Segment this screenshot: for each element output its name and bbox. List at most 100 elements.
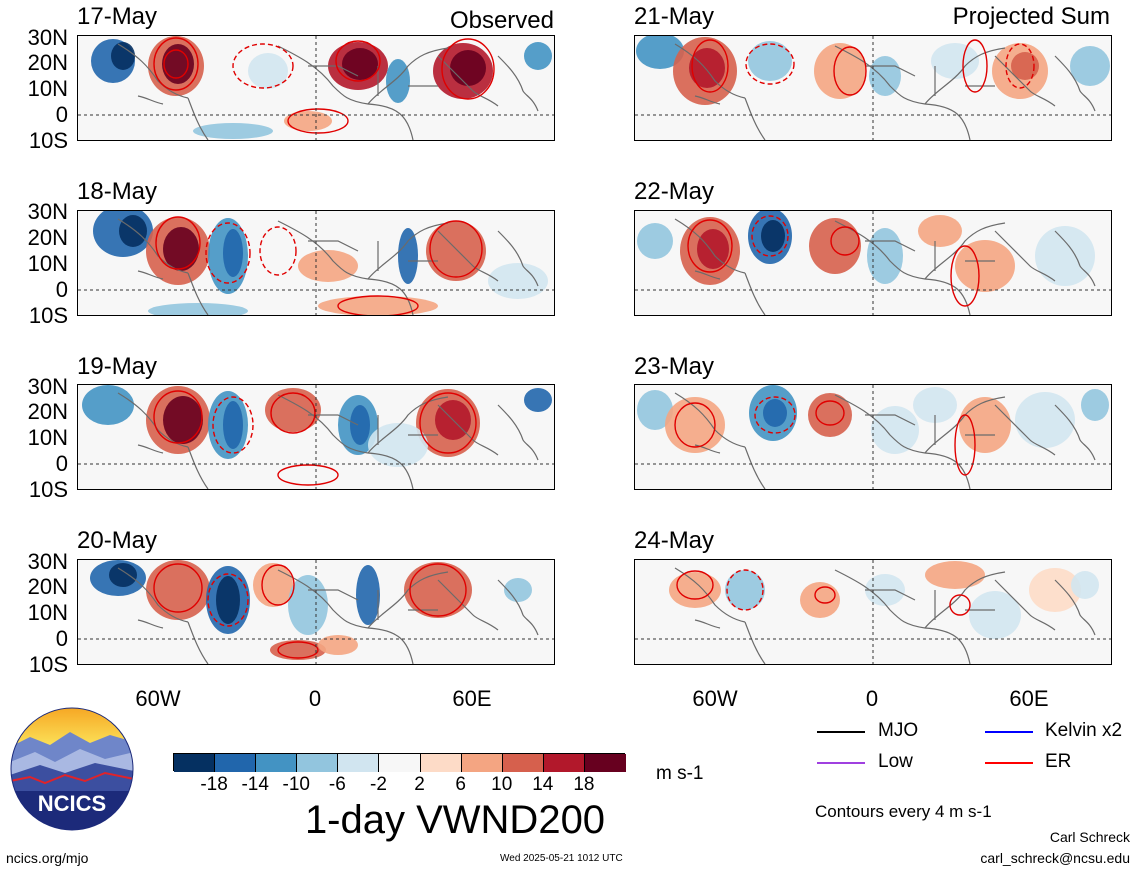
er-contour <box>153 563 203 613</box>
coastline <box>137 95 164 105</box>
legend-label-low: Low <box>878 751 913 772</box>
logo-text: NCICS <box>38 791 106 816</box>
anomaly-shading <box>959 397 1011 453</box>
lat-label: 10S <box>28 652 68 677</box>
colorbar-swatch <box>543 754 585 772</box>
er-contour <box>754 396 796 434</box>
anomaly-shading <box>918 215 962 247</box>
colorbar-tick-label: 10 <box>491 774 513 795</box>
lat-label: 20N <box>27 574 68 599</box>
anomaly-shading <box>119 215 147 247</box>
coastline <box>694 270 721 280</box>
anomaly-shading <box>223 229 243 277</box>
anomaly-shading <box>725 570 765 610</box>
colorbar-tick-label: 14 <box>532 774 554 795</box>
er-contour <box>155 216 201 270</box>
anomaly-shading <box>689 48 725 88</box>
er-contour <box>232 43 294 89</box>
anomaly-shading <box>669 572 721 608</box>
anomaly-shading <box>1015 392 1075 448</box>
coastline <box>924 222 1006 280</box>
coastline <box>437 55 499 107</box>
anomaly-shading <box>318 635 358 655</box>
er-contour <box>277 641 319 659</box>
lat-label: 10S <box>28 477 68 502</box>
lat-label: 10N <box>27 76 68 101</box>
panel-date-right-1: 21-May <box>634 3 715 30</box>
er-contour <box>962 39 988 93</box>
lat-label: 0 <box>55 102 68 127</box>
map-panel-right-4 <box>634 559 1112 665</box>
coastline <box>744 446 766 489</box>
footer-url[interactable]: ncics.org/mjo <box>6 850 89 866</box>
lon-label-left-60e: 60E <box>452 686 492 711</box>
er-contour <box>751 215 789 257</box>
coastline <box>834 569 971 664</box>
map-canvas <box>78 560 554 664</box>
coastline <box>308 240 359 252</box>
legend-label-er: ER <box>1045 751 1072 772</box>
coastline <box>865 589 916 601</box>
coastline <box>187 621 209 664</box>
lat-label: 30N <box>27 25 68 50</box>
coastline <box>1054 579 1096 636</box>
anomaly-shading <box>524 42 552 70</box>
colorbar-swatch <box>420 754 462 772</box>
coastline <box>865 414 916 426</box>
anomaly-shading <box>761 220 785 252</box>
er-contour <box>1005 43 1035 89</box>
panel-date-left-3: 19-May <box>77 353 158 380</box>
anomaly-shading <box>1071 571 1099 599</box>
anomaly-shading <box>925 561 985 589</box>
er-contour <box>674 402 716 448</box>
coastline <box>744 272 766 315</box>
coastline <box>277 220 414 315</box>
anomaly-shading <box>636 36 684 69</box>
coastline <box>137 270 164 280</box>
coastline <box>277 569 414 664</box>
map-panel-left-1 <box>77 35 555 141</box>
coastline <box>137 619 164 629</box>
lon-label-right-60e: 60E <box>1009 686 1049 711</box>
er-contour <box>153 37 199 91</box>
coastline <box>308 414 359 426</box>
colorbar-tick-label: -18 <box>200 774 228 795</box>
coastline <box>834 45 971 140</box>
legend-label-kelvin: Kelvin x2 <box>1045 720 1123 741</box>
anomaly-shading <box>808 393 852 437</box>
footer-author: Carl Schreck <box>1049 829 1130 845</box>
colorbar-swatch <box>256 754 298 772</box>
colorbar <box>173 753 626 772</box>
coastline <box>117 43 189 99</box>
er-contour <box>429 220 483 278</box>
footer-email[interactable]: carl_schreck@ncsu.edu <box>980 850 1130 866</box>
er-contour <box>833 46 867 96</box>
map-canvas <box>635 385 1111 489</box>
er-contour <box>815 400 845 426</box>
colorbar-swatch <box>297 754 339 772</box>
lon-label-left-0: 0 <box>308 686 322 711</box>
coastline <box>497 230 539 287</box>
er-contour <box>745 43 795 85</box>
er-contour <box>814 586 836 604</box>
anomaly-shading <box>763 399 787 427</box>
er-contour <box>207 573 249 627</box>
colorbar-swatch <box>174 754 216 772</box>
observed-label: Observed <box>449 7 554 34</box>
anomaly-shading <box>955 240 1015 292</box>
anomaly-shading <box>1029 568 1081 612</box>
figure-title: 1-day VWND200 <box>304 798 606 842</box>
anomaly-shading <box>298 250 358 282</box>
colorbar-tick-label: 18 <box>573 774 595 795</box>
er-contour <box>409 563 467 617</box>
anomaly-shading <box>146 560 210 620</box>
coastline <box>674 567 746 623</box>
anomaly-shading <box>398 228 418 284</box>
anomaly-shading <box>504 578 532 602</box>
er-contour <box>830 226 860 256</box>
anomaly-shading <box>869 56 901 96</box>
coastline <box>497 55 539 112</box>
panel-date-left-4: 20-May <box>77 527 158 554</box>
anomaly-shading <box>82 385 134 425</box>
colorbar-swatch <box>379 754 421 772</box>
